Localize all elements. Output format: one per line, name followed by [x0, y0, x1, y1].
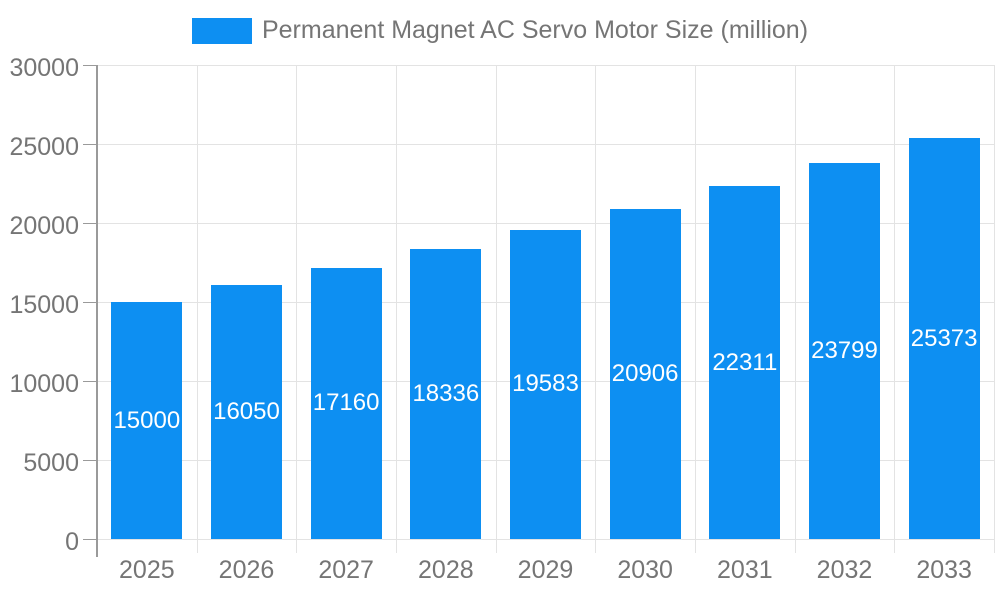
- y-axis-tick: [83, 65, 97, 66]
- x-tick-label: 2025: [119, 556, 175, 584]
- y-axis-tick: [83, 223, 97, 224]
- legend-label: Permanent Magnet AC Servo Motor Size (mi…: [261, 16, 809, 44]
- gridline-h: [97, 223, 994, 224]
- bar[interactable]: 20906: [609, 208, 681, 539]
- gridline-v: [695, 65, 696, 553]
- bar[interactable]: 23799: [809, 162, 880, 539]
- y-tick-label: 10000: [9, 370, 79, 398]
- y-tick-label: 30000: [9, 54, 79, 82]
- y-axis-tick: [83, 381, 97, 382]
- legend[interactable]: Permanent Magnet AC Servo Motor Size (mi…: [0, 16, 1000, 45]
- x-tick-label: 2032: [816, 556, 873, 584]
- gridline-v: [794, 65, 796, 553]
- bar[interactable]: 19583: [510, 229, 581, 539]
- gridline-v: [296, 65, 298, 553]
- bar-value-label: 16050: [213, 398, 280, 426]
- x-tick-label: 2031: [717, 556, 773, 584]
- x-tick-label: 2030: [617, 556, 673, 584]
- bar-value-label: 25373: [910, 324, 978, 352]
- y-axis-line: [96, 65, 98, 557]
- x-tick-label: 2029: [517, 556, 574, 584]
- bar-value-label: 19583: [512, 370, 579, 398]
- legend-swatch: [191, 17, 252, 44]
- bar[interactable]: 16050: [211, 285, 282, 539]
- gridline-v: [994, 65, 995, 553]
- bar-value-label: 18336: [412, 380, 480, 408]
- bar[interactable]: 25373: [908, 138, 980, 539]
- bar-value-label: 23799: [811, 336, 878, 364]
- y-axis-tick: [83, 144, 97, 145]
- y-tick-label: 15000: [9, 291, 79, 319]
- gridline-h: [97, 144, 994, 145]
- x-tick-label: 2027: [318, 556, 374, 584]
- gridline-v: [894, 65, 896, 553]
- y-axis-tick: [83, 539, 97, 540]
- bar-value-label: 17160: [312, 389, 380, 417]
- bar-value-label: 20906: [611, 359, 679, 387]
- y-axis-tick: [83, 302, 97, 303]
- bar-value-label: 22311: [712, 348, 778, 376]
- gridline-h: [97, 539, 994, 540]
- bar[interactable]: 22311: [709, 186, 781, 539]
- bar-value-label: 15000: [113, 406, 181, 434]
- y-tick-label: 25000: [9, 133, 79, 161]
- bar[interactable]: 18336: [410, 249, 482, 539]
- x-tick-label: 2026: [218, 556, 275, 584]
- bar[interactable]: 17160: [310, 267, 382, 539]
- y-tick-label: 20000: [9, 212, 79, 240]
- y-tick-label: 0: [65, 528, 79, 556]
- gridline-v: [595, 65, 597, 553]
- y-axis-tick: [83, 460, 97, 461]
- x-tick-label: 2033: [916, 556, 972, 584]
- gridline-v: [196, 65, 198, 553]
- gridline-h: [97, 65, 994, 66]
- bar[interactable]: 15000: [111, 302, 183, 539]
- y-tick-label: 5000: [23, 449, 79, 477]
- x-tick-label: 2028: [418, 556, 474, 584]
- gridline-v: [396, 65, 397, 553]
- gridline-v: [495, 65, 497, 553]
